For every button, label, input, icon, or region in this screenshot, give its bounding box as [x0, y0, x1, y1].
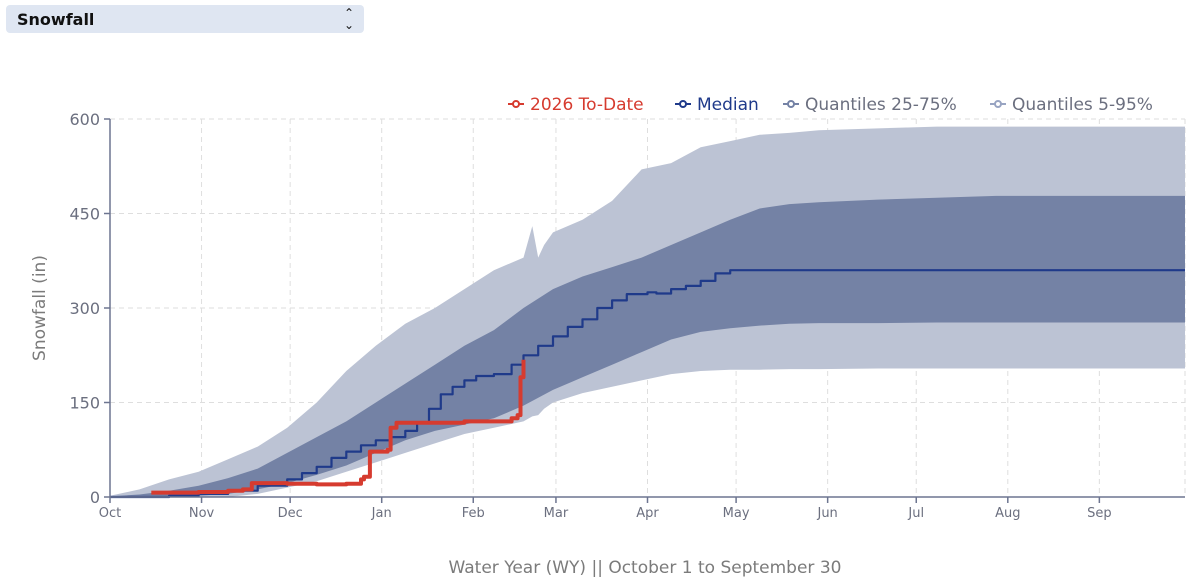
x-tick-label: Dec — [278, 506, 303, 521]
legend-label: 2026 To-Date — [530, 95, 644, 115]
y-axis-title: Snowfall (in) — [30, 255, 50, 361]
legend-label: Quantiles 25-75% — [805, 95, 957, 115]
legend-swatch-marker — [994, 100, 1002, 108]
x-tick-label: Apr — [636, 506, 659, 521]
line-2026-to-date — [151, 359, 526, 495]
x-tick-label: Oct — [99, 506, 121, 521]
x-tick-label: Jun — [816, 506, 837, 521]
legend-item[interactable]: 2026 To-Date — [508, 95, 644, 115]
y-tick-label: 150 — [69, 394, 100, 413]
legend-label: Median — [697, 95, 759, 115]
series-lines — [110, 269, 1185, 499]
y-tick-label: 450 — [69, 205, 100, 224]
line-median — [110, 269, 1185, 499]
metric-select-value: Snowfall — [17, 9, 95, 29]
legend-swatch-marker — [787, 100, 795, 108]
x-tick-label: Aug — [995, 506, 1020, 521]
quantile-bands — [110, 126, 1185, 497]
x-tick-label: Nov — [189, 506, 215, 521]
x-tick-label: Sep — [1087, 506, 1112, 521]
x-ticks: Oct Nov Dec Jan Feb Mar Apr May Jun Jul Aug Sep — [99, 497, 1112, 521]
x-tick-label: Jan — [371, 506, 392, 521]
y-tick-label: 0 — [90, 488, 100, 507]
x-axis-title: Water Year (WY) || October 1 to Septembe… — [449, 558, 842, 577]
legend-item[interactable]: Median — [675, 95, 759, 115]
legend: 2026 To-Date Median Quantiles 25-75% Quanti… — [508, 95, 1153, 115]
x-tick-label: Jul — [907, 506, 924, 521]
x-tick-label: Mar — [544, 506, 569, 521]
legend-swatch-marker — [512, 100, 520, 108]
metric-select[interactable]: Snowfall ⌃ ⌄ — [6, 5, 364, 33]
legend-swatch-marker — [679, 100, 687, 108]
chevron-up-down-icon: ⌃ ⌄ — [343, 6, 354, 32]
x-tick-label: Feb — [462, 506, 485, 521]
legend-label: Quantiles 5-95% — [1012, 95, 1153, 115]
y-tick-label: 300 — [69, 299, 100, 318]
legend-item[interactable]: Quantiles 25-75% — [783, 95, 957, 115]
y-tick-label: 600 — [69, 110, 100, 129]
y-ticks: 0 150 300 450 600 — [69, 110, 110, 507]
legend-item[interactable]: Quantiles 5-95% — [990, 95, 1153, 115]
x-tick-label: May — [723, 506, 750, 521]
